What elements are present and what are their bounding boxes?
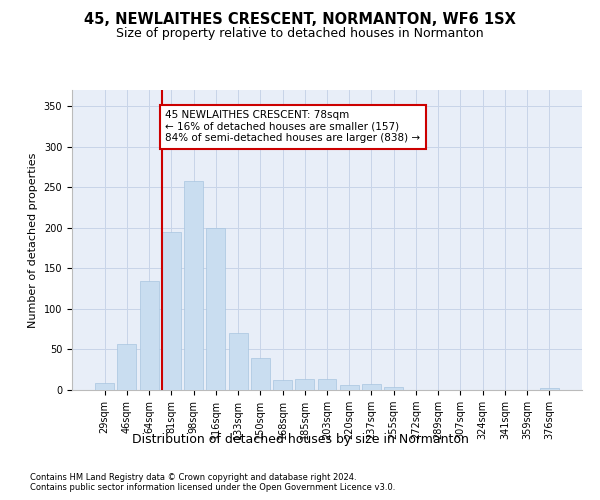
Text: Contains public sector information licensed under the Open Government Licence v3: Contains public sector information licen… xyxy=(30,484,395,492)
Bar xyxy=(384,387,403,390)
Bar xyxy=(295,380,314,390)
Bar xyxy=(251,358,270,390)
Bar xyxy=(273,380,292,390)
Bar xyxy=(95,382,114,390)
Text: 45 NEWLAITHES CRESCENT: 78sqm
← 16% of detached houses are smaller (157)
84% of : 45 NEWLAITHES CRESCENT: 78sqm ← 16% of d… xyxy=(165,110,421,144)
Text: Distribution of detached houses by size in Normanton: Distribution of detached houses by size … xyxy=(131,432,469,446)
Text: Size of property relative to detached houses in Normanton: Size of property relative to detached ho… xyxy=(116,28,484,40)
Y-axis label: Number of detached properties: Number of detached properties xyxy=(28,152,38,328)
Text: Contains HM Land Registry data © Crown copyright and database right 2024.: Contains HM Land Registry data © Crown c… xyxy=(30,474,356,482)
Bar xyxy=(184,181,203,390)
Bar xyxy=(140,280,158,390)
Bar xyxy=(340,385,359,390)
Text: 45, NEWLAITHES CRESCENT, NORMANTON, WF6 1SX: 45, NEWLAITHES CRESCENT, NORMANTON, WF6 … xyxy=(84,12,516,28)
Bar xyxy=(362,384,381,390)
Bar xyxy=(118,344,136,390)
Bar xyxy=(162,232,181,390)
Bar xyxy=(540,388,559,390)
Bar xyxy=(317,378,337,390)
Bar xyxy=(229,333,248,390)
Bar xyxy=(206,228,225,390)
